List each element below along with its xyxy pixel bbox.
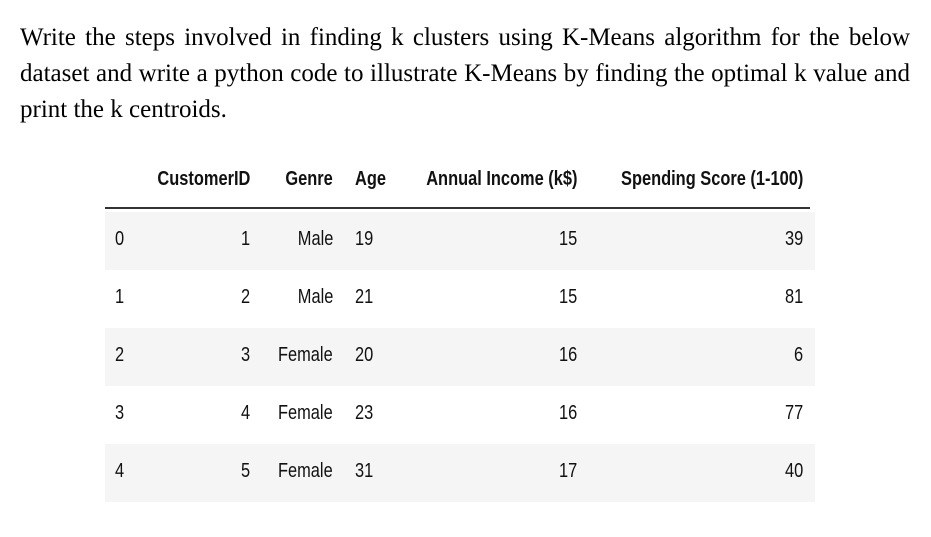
table-cell: 21: [355, 286, 374, 308]
table-cell: Female: [278, 402, 333, 424]
table-cell: 1: [240, 228, 250, 250]
table-cell: 20: [355, 344, 374, 366]
row-background: [105, 212, 815, 270]
table-cell: Female: [278, 460, 333, 482]
table-cell: 40: [784, 460, 803, 482]
table-cell: 4: [240, 402, 250, 424]
table-cell: 2: [240, 286, 250, 308]
table-cell: 16: [558, 344, 577, 366]
table-cell: 15: [558, 286, 577, 308]
table-cell: Male: [297, 286, 333, 308]
table-cell: 31: [355, 460, 374, 482]
question-text: Write the steps involved in finding k cl…: [20, 24, 910, 123]
table-cell: 81: [784, 286, 803, 308]
column-header: Annual Income (k$): [425, 168, 577, 190]
table-cell: 5: [240, 460, 250, 482]
table-cell: 17: [558, 460, 577, 482]
data-table: CustomerID Genre Age Annual Income (k$) Spen…: [105, 160, 815, 510]
table-cell: 3: [240, 344, 250, 366]
column-header: Spending Score (1-100): [620, 168, 803, 190]
table-cell: 39: [784, 228, 803, 250]
row-index: 4: [115, 460, 125, 482]
row-index: 1: [115, 286, 125, 308]
row-background: [105, 444, 815, 502]
table-cell: Female: [278, 344, 333, 366]
table-cell: Male: [297, 228, 333, 250]
table-cell: 15: [558, 228, 577, 250]
row-index: 3: [115, 402, 125, 424]
row-index: 0: [115, 228, 125, 250]
row-background: [105, 328, 815, 386]
table-cell: 6: [793, 344, 803, 366]
table-cell: 77: [784, 402, 803, 424]
table-cell: 19: [355, 228, 374, 250]
column-header: Age: [355, 168, 386, 190]
table-cell: 23: [355, 402, 374, 424]
row-index: 2: [115, 344, 125, 366]
header-rule: [105, 207, 810, 209]
table-cell: 16: [558, 402, 577, 424]
column-header: Genre: [285, 168, 333, 190]
column-header: CustomerID: [157, 168, 250, 190]
